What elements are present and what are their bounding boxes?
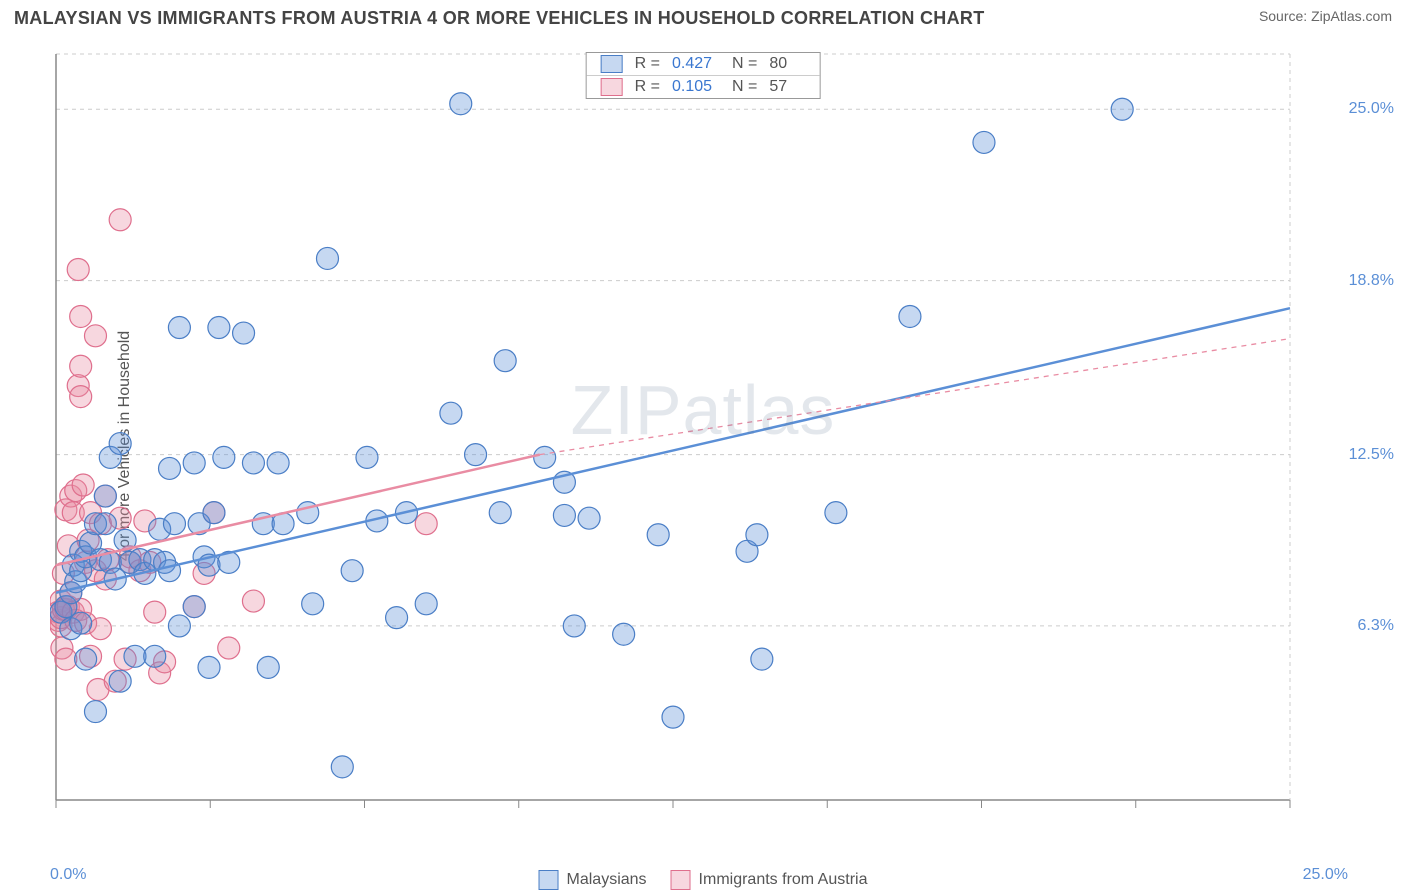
correlation-row: R = 0.105 N = 57 [587,75,820,98]
y-tick-label: 12.5% [1349,446,1394,464]
y-tick-label: 18.8% [1349,272,1394,290]
r-value: 0.427 [672,55,720,73]
r-value: 0.105 [672,78,720,96]
chart-header: MALAYSIAN VS IMMIGRANTS FROM AUSTRIA 4 O… [14,8,1392,29]
legend-swatch-icon [601,78,623,96]
scatter-plot [50,48,1350,838]
source-prefix: Source: [1259,8,1311,24]
x-axis-min-label: 0.0% [50,866,86,884]
r-label: R = [635,55,660,73]
series-legend: Malaysians Immigrants from Austria [539,870,868,890]
legend-swatch-icon [601,55,623,73]
correlation-row: R = 0.427 N = 80 [587,53,820,75]
legend-label: Malaysians [567,871,647,889]
legend-swatch-icon [671,870,691,890]
y-tick-label: 25.0% [1349,100,1394,118]
chart-title: MALAYSIAN VS IMMIGRANTS FROM AUSTRIA 4 O… [14,8,985,29]
n-label: N = [732,55,757,73]
correlation-legend: R = 0.427 N = 80 R = 0.105 N = 57 [586,52,821,99]
chart-area [50,48,1350,838]
legend-label: Immigrants from Austria [699,871,868,889]
legend-item: Immigrants from Austria [671,870,868,890]
source-attribution: Source: ZipAtlas.com [1259,8,1392,24]
legend-swatch-icon [539,870,559,890]
y-tick-label: 6.3% [1358,617,1394,635]
legend-item: Malaysians [539,870,647,890]
r-label: R = [635,78,660,96]
n-value: 57 [769,78,805,96]
x-axis-max-label: 25.0% [1303,866,1348,884]
n-label: N = [732,78,757,96]
n-value: 80 [769,55,805,73]
source-name: ZipAtlas.com [1311,8,1392,24]
